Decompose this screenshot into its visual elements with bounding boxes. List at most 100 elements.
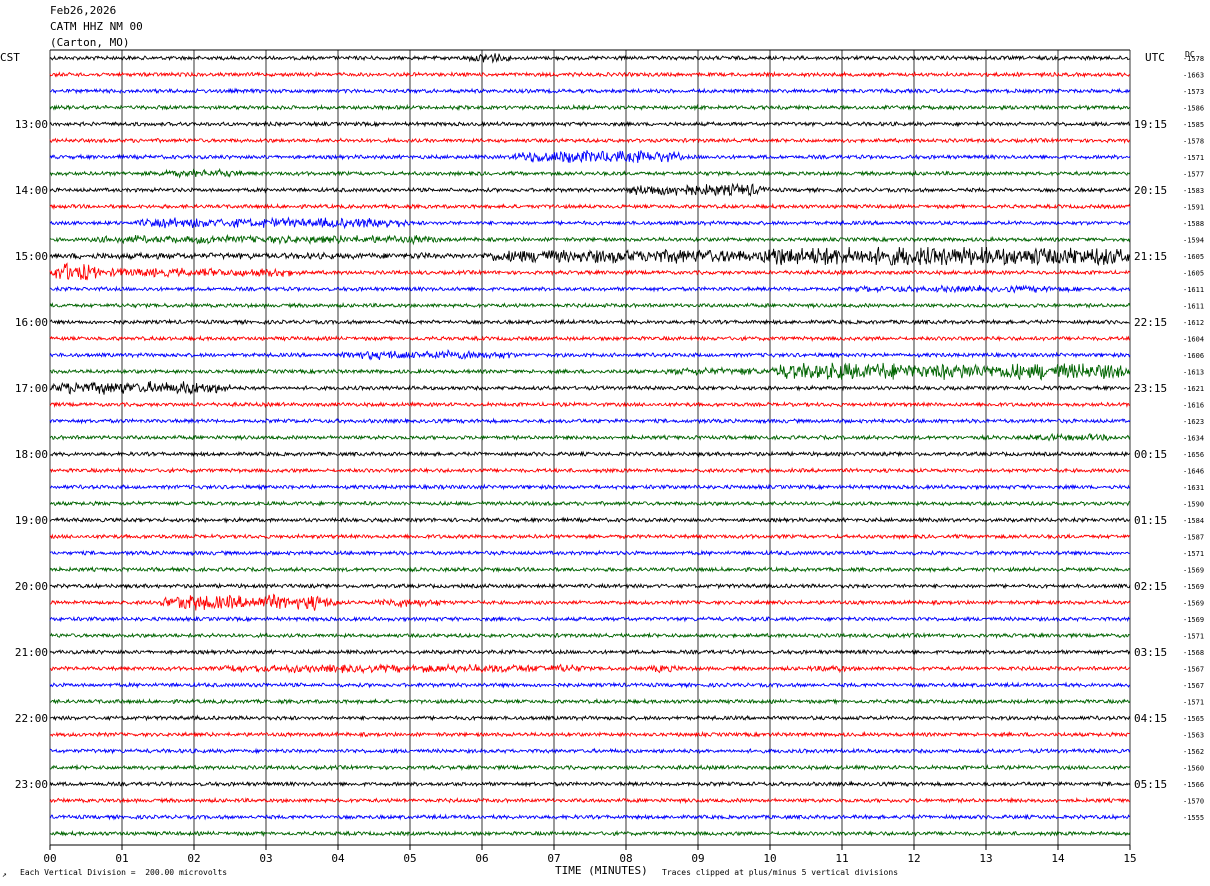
trace-row-15 (50, 304, 1130, 308)
dc-offset-label: -1569 (1183, 583, 1204, 591)
trace-row-24 (50, 452, 1130, 456)
left-hour-label: 18:00 (15, 448, 48, 461)
trace-row-37 (50, 664, 1130, 673)
left-hour-label: 14:00 (15, 184, 48, 197)
trace-row-34 (50, 617, 1130, 621)
dc-offset-label: -1613 (1183, 369, 1204, 377)
dc-offset-label: -1562 (1183, 748, 1204, 756)
dc-offset-label: -1567 (1183, 666, 1204, 674)
dc-offset-label: -1631 (1183, 484, 1204, 492)
x-tick-label: 04 (331, 852, 345, 865)
trace-row-38 (50, 683, 1130, 687)
trace-row-32 (50, 584, 1130, 588)
right-hour-label: 05:15 (1134, 778, 1167, 791)
trace-row-27 (50, 502, 1130, 506)
dc-offset-label: -1605 (1183, 253, 1204, 261)
dc-offset-label: -1563 (1183, 732, 1204, 740)
trace-row-21 (50, 403, 1130, 407)
left-hour-label: 21:00 (15, 646, 48, 659)
trace-row-28 (50, 518, 1130, 522)
trace-row-14 (50, 285, 1130, 292)
trace-row-43 (50, 766, 1130, 770)
dc-offset-label: -1585 (1183, 121, 1204, 129)
dc-offset-label: -1560 (1183, 765, 1204, 773)
dc-offset-label: -1571 (1183, 550, 1204, 558)
x-tick-label: 15 (1123, 852, 1136, 865)
left-hour-label: 15:00 (15, 250, 48, 263)
trace-row-20 (50, 381, 1130, 395)
dc-offset-label: -1590 (1183, 501, 1204, 509)
left-hour-label: 13:00 (15, 118, 48, 131)
x-tick-label: 05 (403, 852, 416, 865)
trace-row-2 (50, 89, 1130, 93)
trace-row-33 (50, 595, 1130, 611)
dc-offset-label: -1611 (1183, 303, 1204, 311)
trace-row-46 (50, 815, 1130, 819)
trace-row-3 (50, 106, 1130, 110)
right-hour-label: 00:15 (1134, 448, 1167, 461)
trace-row-26 (50, 485, 1130, 489)
trace-row-10 (50, 218, 1130, 229)
dc-offset-label: -1591 (1183, 204, 1204, 212)
dc-offset-label: -1616 (1183, 402, 1204, 410)
left-hour-label: 19:00 (15, 514, 48, 527)
dc-offset-label: -1634 (1183, 435, 1204, 443)
dc-offset-label: -1623 (1183, 418, 1204, 426)
dc-offset-label: -1577 (1183, 171, 1204, 179)
trace-row-44 (50, 782, 1130, 786)
x-tick-label: 06 (475, 852, 488, 865)
right-hour-label: 04:15 (1134, 712, 1167, 725)
dc-offset-label: -1569 (1183, 600, 1204, 608)
trace-row-45 (50, 799, 1130, 803)
dc-offset-label: -1569 (1183, 616, 1204, 624)
clip-note: Traces clipped at plus/minus 5 vertical … (662, 868, 898, 878)
dc-offset-label: -1571 (1183, 633, 1204, 641)
right-hour-label: 03:15 (1134, 646, 1167, 659)
dc-offset-label: -1571 (1183, 699, 1204, 707)
dc-offset-label: -1588 (1183, 220, 1204, 228)
trace-row-23 (50, 434, 1130, 441)
x-tick-label: 00 (43, 852, 56, 865)
trace-row-42 (50, 749, 1130, 753)
right-hour-label: 22:15 (1134, 316, 1167, 329)
dc-offset-label: -1567 (1183, 682, 1204, 690)
dc-offset-label: -1555 (1183, 814, 1204, 822)
left-hour-label: 17:00 (15, 382, 48, 395)
right-hour-label: 01:15 (1134, 514, 1167, 527)
dc-offset-label: -1571 (1183, 154, 1204, 162)
trace-row-9 (50, 205, 1130, 209)
right-hour-label: 20:15 (1134, 184, 1167, 197)
x-tick-label: 13 (979, 852, 992, 865)
trace-row-11 (50, 235, 1130, 244)
x-tick-label: 11 (835, 852, 848, 865)
trace-row-7 (50, 169, 1130, 177)
trace-row-40 (50, 716, 1130, 720)
dc-offset-label: -1566 (1183, 781, 1204, 789)
trace-row-0 (50, 53, 1130, 62)
x-tick-label: 09 (691, 852, 704, 865)
trace-row-18 (50, 350, 1130, 360)
trace-row-5 (50, 139, 1130, 143)
dc-offset-label: -1568 (1183, 649, 1204, 657)
x-tick-label: 02 (187, 852, 200, 865)
trace-row-22 (50, 419, 1130, 423)
trace-row-13 (50, 264, 1130, 281)
x-tick-label: 03 (259, 852, 272, 865)
dc-offset-label: -1612 (1183, 319, 1204, 327)
left-hour-label: 23:00 (15, 778, 48, 791)
dc-offset-label: -1565 (1183, 715, 1204, 723)
trace-row-4 (50, 122, 1130, 126)
trace-row-31 (50, 568, 1130, 572)
x-axis-title: TIME (MINUTES) (555, 864, 648, 877)
dc-offset-label: -1594 (1183, 237, 1204, 245)
right-hour-label: 21:15 (1134, 250, 1167, 263)
dc-offset-label: -1606 (1183, 352, 1204, 360)
dc-offset-label: -1605 (1183, 270, 1204, 278)
x-tick-label: 12 (907, 852, 920, 865)
left-hour-label: 16:00 (15, 316, 48, 329)
dc-offset-label: -1578 (1183, 138, 1204, 146)
trace-row-8 (50, 184, 1130, 196)
x-tick-label: 14 (1051, 852, 1065, 865)
trace-row-47 (50, 832, 1130, 836)
